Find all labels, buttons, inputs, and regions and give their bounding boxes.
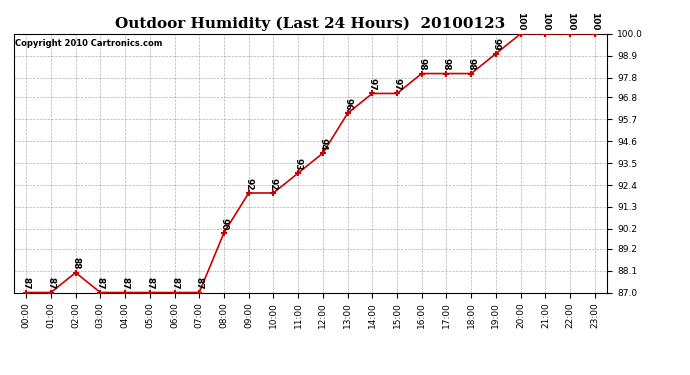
Text: 87: 87 bbox=[195, 277, 204, 290]
Text: 96: 96 bbox=[343, 98, 352, 111]
Text: 99: 99 bbox=[491, 38, 500, 51]
Title: Outdoor Humidity (Last 24 Hours)  20100123: Outdoor Humidity (Last 24 Hours) 2010012… bbox=[115, 17, 506, 31]
Text: 87: 87 bbox=[170, 277, 179, 290]
Text: 100: 100 bbox=[591, 12, 600, 31]
Text: 87: 87 bbox=[46, 277, 55, 290]
Text: 98: 98 bbox=[442, 58, 451, 71]
Text: 94: 94 bbox=[318, 138, 327, 150]
Text: 97: 97 bbox=[368, 78, 377, 91]
Text: 87: 87 bbox=[121, 277, 130, 290]
Text: Copyright 2010 Cartronics.com: Copyright 2010 Cartronics.com bbox=[15, 39, 162, 48]
Text: 93: 93 bbox=[294, 158, 303, 170]
Text: 87: 87 bbox=[21, 277, 30, 290]
Text: 100: 100 bbox=[516, 12, 525, 31]
Text: 100: 100 bbox=[566, 12, 575, 31]
Text: 100: 100 bbox=[541, 12, 550, 31]
Text: 98: 98 bbox=[466, 58, 475, 71]
Text: 97: 97 bbox=[393, 78, 402, 91]
Text: 88: 88 bbox=[71, 257, 80, 270]
Text: 92: 92 bbox=[244, 178, 253, 190]
Text: 90: 90 bbox=[219, 217, 228, 230]
Text: 98: 98 bbox=[417, 58, 426, 71]
Text: 87: 87 bbox=[96, 277, 105, 290]
Text: 87: 87 bbox=[146, 277, 155, 290]
Text: 92: 92 bbox=[269, 178, 278, 190]
